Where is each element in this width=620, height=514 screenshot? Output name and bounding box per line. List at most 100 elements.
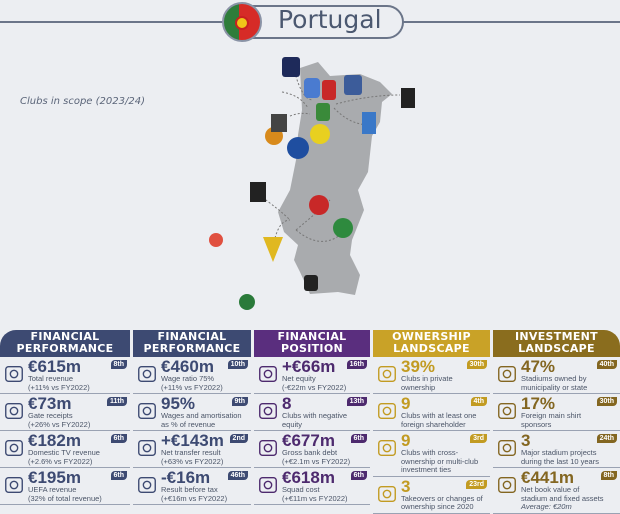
kpi-row: 17% 30th Foreign main shirt sponsors [493, 394, 620, 431]
panel-4: OWNERSHIP LANDSCAPE 39% 30th Clubs in pri… [373, 330, 490, 514]
kpi-label-line: municipality or state [521, 382, 588, 392]
rank-badge: 24th [596, 434, 617, 443]
panel-title-line: INVESTMENT [515, 330, 598, 343]
stadium-icon [498, 365, 516, 383]
kpi-label-line: (+11% vs FY2022) [161, 382, 223, 392]
rank-badge: 13th [346, 397, 367, 406]
kpi-label-line: Clubs with at least one [401, 411, 477, 420]
kpi-label-line: (+2.6% vs FY2022) [28, 456, 93, 466]
scales-icon [138, 365, 156, 383]
kpi-label-line: (+26% vs FY2022) [28, 419, 91, 429]
kpi-label-line: Clubs with cross- [401, 448, 459, 457]
kpi-headline: 9 4th [401, 395, 487, 412]
kpi-value: 17% [521, 394, 556, 413]
rank-badge: 30th [466, 360, 487, 369]
club-crest [304, 275, 318, 291]
rank-badge: 40th [596, 360, 617, 369]
club-crest [263, 237, 283, 262]
panel-title-line: FINANCIAL [157, 330, 227, 343]
kpi-label: Clubs with negative equity [282, 411, 367, 430]
crane-icon [498, 439, 516, 457]
kpi-value: €618m [282, 468, 335, 487]
rank-badge: 2nd [229, 434, 248, 443]
kpi-label-line: Net book value of [521, 485, 580, 494]
panel-title-line: FINANCIAL [277, 330, 347, 343]
kpi-label-line: Clubs in private [401, 374, 453, 383]
kpi-label-line: Result before tax [161, 485, 218, 494]
kpi-label-line: Average: €20m [521, 502, 572, 511]
coins-icon [5, 365, 23, 383]
club-crest [282, 57, 300, 77]
kpi-headline: +€143m 2nd [161, 432, 248, 449]
kpi-row: +€66m 16th Net equity (-€22m vs FY2022) [254, 357, 370, 394]
kpi-value: -€16m [161, 468, 211, 487]
panel-header: OWNERSHIP LANDSCAPE [373, 330, 490, 357]
kpi-label-line: Stadiums owned by [521, 374, 587, 383]
kpi-value: €195m [28, 468, 81, 487]
panel-header: FINANCIAL PERFORMANCE [0, 330, 130, 357]
kpi-headline: €441m 8th [521, 469, 617, 486]
kpi-label-line: Wage ratio 75% [161, 374, 215, 383]
kpi-label: Wage ratio 75% (+11% vs FY2022) [161, 374, 248, 393]
kpi-label: Gross bank debt (+€2.1m vs FY2022) [282, 448, 367, 467]
club-crest [333, 218, 353, 238]
kpi-label-line: equity [282, 419, 303, 429]
kpi-label-line: ownership or multi-club [401, 456, 479, 466]
panel-title-line: POSITION [281, 342, 343, 355]
kpi-label-line: as % of revenue [161, 419, 216, 429]
kpi-label-line: Domestic TV revenue [28, 448, 100, 457]
club-crest [322, 80, 336, 100]
kpi-headline: €195m 6th [28, 469, 127, 486]
kpi-value: 8 [282, 394, 292, 413]
panel-title-line: LANDSCAPE [393, 342, 470, 355]
tax-chart-icon [138, 476, 156, 494]
club-crest [344, 75, 362, 95]
kpi-label: Total revenue (+11% vs FY2022) [28, 374, 127, 393]
kpi-label: Net book value of stadium and fixed asset… [521, 485, 617, 513]
kpi-label-line: ownership [401, 382, 436, 392]
club-crest [250, 182, 266, 202]
kpi-label-line: Clubs with negative [282, 411, 348, 420]
kpi-row: €460m 10th Wage ratio 75% (+11% vs FY2022… [133, 357, 251, 394]
kpi-row: 95% 9th Wages and amortisation as % of re… [133, 394, 251, 431]
kpi-value: 39% [401, 357, 436, 376]
kpi-label-line: Major stadium projects [521, 448, 597, 457]
kpi-row: €182m 6th Domestic TV revenue (+2.6% vs F… [0, 431, 130, 468]
kpi-label-line: Gate receipts [28, 411, 73, 420]
rank-badge: 8th [110, 360, 127, 369]
globe-people-icon [378, 402, 396, 420]
panel-title-line: PERFORMANCE [16, 342, 114, 355]
kpi-value: 95% [161, 394, 196, 413]
tv-icon [5, 439, 23, 457]
kpi-row: 3 24th Major stadium projects during the … [493, 431, 620, 468]
kpi-headline: 8 13th [282, 395, 367, 412]
rank-badge: 6th [110, 471, 127, 480]
players-icon [378, 485, 396, 502]
kpi-label-line: Squad cost [282, 485, 320, 494]
kpi-label-line: ownership since 2020 [401, 502, 474, 511]
kpi-label-line: (+€16m vs FY2022) [161, 493, 228, 503]
kpi-label-line: Gross bank debt [282, 448, 338, 457]
kpi-label: Gate receipts (+26% vs FY2022) [28, 411, 127, 430]
portugal-map [209, 57, 415, 310]
kpi-row: +€143m 2nd Net transfer result (+63% vs F… [133, 431, 251, 468]
kpi-value: 3 [401, 476, 411, 496]
club-crest [362, 112, 376, 134]
kpi-value: 9 [401, 431, 411, 450]
kpi-value: 9 [401, 394, 411, 413]
kpi-headline: 95% 9th [161, 395, 248, 412]
kpi-label-line: Total revenue [28, 374, 74, 383]
panel-header: FINANCIAL PERFORMANCE [133, 330, 251, 357]
kpi-row: 3 23rd Takeovers or changes of ownership … [373, 477, 490, 514]
kpi-headline: €618m 6th [282, 469, 367, 486]
down-arrow-money-icon [259, 402, 277, 420]
kpi-label: Result before tax (+€16m vs FY2022) [161, 485, 248, 504]
kpi-label-line: stadium and fixed assets [521, 493, 604, 503]
panel-header: FINANCIAL POSITION [254, 330, 370, 357]
kpi-label: Clubs with cross-ownership or multi-club… [401, 448, 487, 476]
rank-badge: 16th [346, 360, 367, 369]
kpi-value: +€66m [282, 357, 336, 376]
rank-badge: 30th [596, 397, 617, 406]
kpi-label-line: Foreign main shirt [521, 411, 582, 420]
rank-badge: 6th [110, 434, 127, 443]
